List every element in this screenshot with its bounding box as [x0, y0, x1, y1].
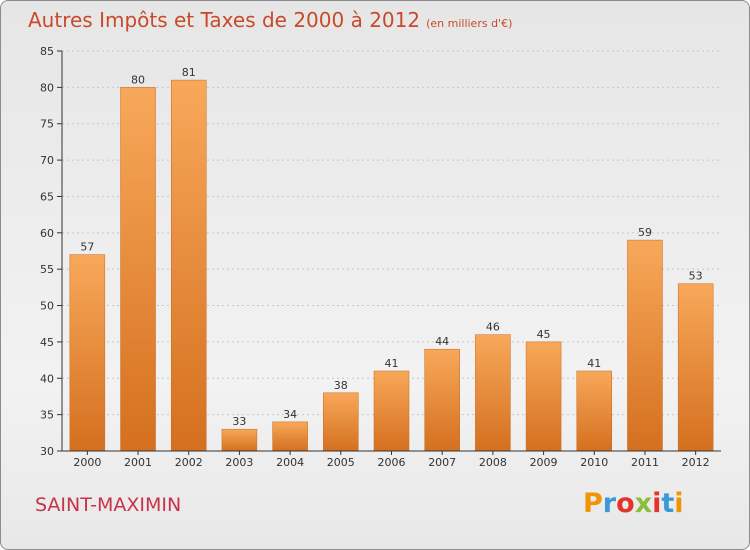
bar — [677, 283, 714, 452]
data-label: 34 — [283, 408, 297, 421]
y-tick-label: 85 — [40, 45, 54, 58]
logo-letter: r — [602, 488, 617, 519]
bar — [170, 79, 207, 452]
logo-letter: P — [583, 488, 603, 519]
x-tick-label: 2009 — [530, 456, 558, 469]
data-label: 46 — [486, 321, 500, 334]
y-tick-label: 80 — [40, 81, 54, 94]
y-tick-label: 70 — [40, 154, 54, 167]
x-tick-label: 2007 — [428, 456, 456, 469]
data-label: 81 — [182, 66, 196, 79]
data-label: 33 — [232, 415, 246, 428]
x-tick-label: 2008 — [479, 456, 507, 469]
x-tick-label: 2001 — [124, 456, 152, 469]
data-label: 44 — [435, 335, 449, 348]
data-label: 41 — [587, 357, 601, 370]
chart-title: Autres Impôts et Taxes de 2000 à 2012 — [28, 8, 421, 32]
data-label: 41 — [385, 357, 399, 370]
y-tick-label: 30 — [40, 445, 54, 458]
bar — [576, 370, 613, 452]
bars: 57 80 81 33 34 38 41 44 46 45 41 59 53 — [69, 66, 714, 452]
x-tick-label: 2011 — [631, 456, 659, 469]
bar — [373, 370, 410, 452]
y-tick-label: 50 — [40, 300, 54, 313]
bar — [120, 87, 156, 452]
x-tick-label: 2002 — [175, 456, 203, 469]
bar — [424, 348, 460, 452]
bar — [627, 239, 663, 452]
bar — [525, 341, 562, 452]
y-tick-label: 55 — [40, 263, 54, 276]
data-label: 53 — [689, 270, 703, 283]
proxiti-logo: Proxiti — [583, 488, 684, 519]
commune-name: SAINT-MAXIMIN — [35, 494, 182, 516]
y-tick-label: 45 — [40, 336, 54, 349]
data-label: 80 — [131, 73, 145, 86]
axes: 30 35 40 45 50 55 60 65 70 75 80 85 2000 2001 2002 2003… — [40, 45, 721, 469]
logo-letter: o — [616, 488, 635, 519]
bar — [69, 254, 106, 452]
data-label: 38 — [334, 379, 348, 392]
bar — [221, 428, 258, 452]
y-tick-label: 35 — [40, 409, 54, 422]
y-tick-label: 75 — [40, 118, 54, 131]
x-tick-label: 2010 — [580, 456, 608, 469]
x-tick-label: 2000 — [73, 456, 101, 469]
y-tick-label: 65 — [40, 190, 54, 203]
data-label: 57 — [80, 241, 94, 254]
y-tick-label: 60 — [40, 227, 54, 240]
x-tick-label: 2012 — [682, 456, 710, 469]
logo-letter: i — [674, 488, 684, 519]
y-tick-label: 40 — [40, 372, 54, 385]
logo-letter: t — [661, 488, 675, 519]
chart-header: Autres Impôts et Taxes de 2000 à 2012 (en… — [28, 8, 512, 32]
bar — [272, 421, 308, 452]
x-tick-label: 2006 — [378, 456, 406, 469]
logo-letter: x — [634, 488, 653, 519]
data-label: 59 — [638, 226, 652, 239]
chart-subtitle: (en milliers d'€) — [426, 17, 513, 30]
data-label: 45 — [537, 328, 551, 341]
bar — [475, 334, 511, 452]
x-tick-label: 2004 — [276, 456, 304, 469]
x-tick-label: 2005 — [327, 456, 355, 469]
bar — [323, 392, 359, 452]
x-tick-label: 2003 — [225, 456, 253, 469]
logo-letter: i — [652, 488, 662, 519]
